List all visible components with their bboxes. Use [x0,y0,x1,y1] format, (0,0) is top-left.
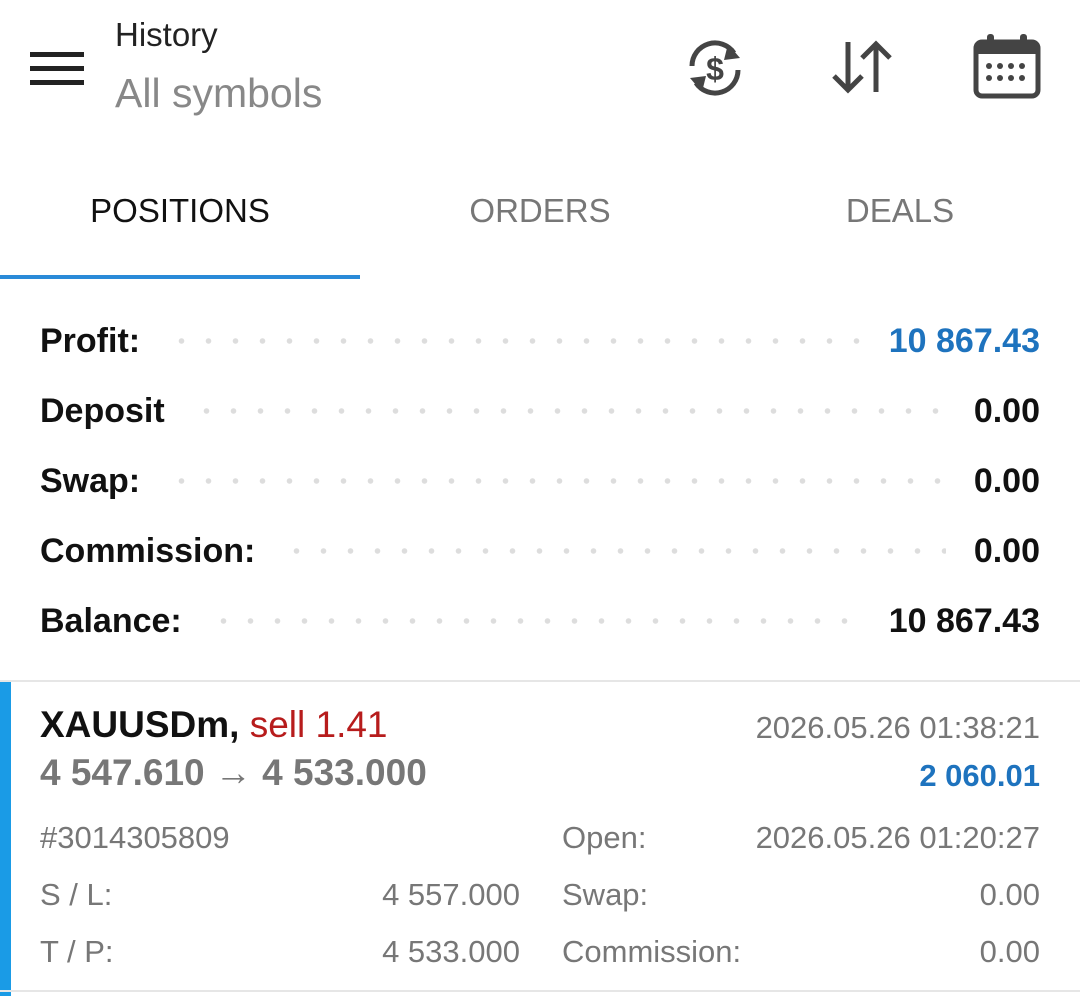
dots [283,548,946,554]
svg-text:$: $ [706,51,724,87]
tab-indicator [0,275,360,279]
separator [0,990,1080,992]
summary-label: Swap: [40,461,141,500]
tab-deals[interactable]: DEALS [845,192,955,229]
tp-label: T / P: [40,934,114,969]
ticket: #3014305809 [40,820,230,855]
summary-row: Swap: 0.00 [40,456,1040,506]
summary-label: Deposit [40,391,165,430]
close-price: 4 533.000 [262,752,427,793]
summary-label: Commission: [40,531,256,570]
position-title: XAUUSDm, sell 1.41 [40,704,388,746]
dots [209,618,861,624]
summary-row: Balance: 10 867.43 [40,596,1040,646]
dots [192,408,946,414]
summary-label: Profit: [40,321,141,360]
tab-orders[interactable]: ORDERS [469,192,611,229]
summary-row: Commission: 0.00 [40,526,1040,576]
tp-value: 4 533.000 [382,934,520,969]
currency-icon[interactable]: $ [684,38,746,98]
summary-row: Profit: 10 867.43 [40,316,1040,366]
price-line: 4 547.610 → 4 533.000 [40,752,427,794]
symbol: XAUUSDm, [40,704,240,745]
swap-value: 0.00 [979,877,1040,912]
summary-value: 0.00 [973,531,1040,570]
position-profit: 2 060.01 [919,758,1040,793]
symbol-filter[interactable]: All symbols [115,70,323,116]
sort-icon[interactable] [830,40,894,94]
menu-button[interactable] [30,52,84,86]
summary-value: 0.00 [973,461,1040,500]
close-time: 2026.05.26 01:38:21 [755,710,1040,745]
sl-value: 4 557.000 [382,877,520,912]
summary-value: 10 867.43 [888,601,1040,640]
sl-label: S / L: [40,877,113,912]
summary-row: Deposit 0.00 [40,386,1040,436]
swap-label: Swap: [562,877,649,912]
open-time: 2026.05.26 01:20:27 [755,820,1040,855]
separator [0,680,1080,682]
commission-label: Commission: [562,934,742,969]
calendar-icon[interactable] [973,32,1041,100]
dots [168,338,861,344]
tab-positions[interactable]: POSITIONS [90,192,270,229]
summary-value: 0.00 [973,391,1040,430]
summary-label: Balance: [40,601,182,640]
summary-value: 10 867.43 [888,321,1040,360]
commission-value: 0.00 [979,934,1040,969]
open-price: 4 547.610 [40,752,205,793]
side-volume: sell 1.41 [249,704,388,745]
open-label: Open: [562,820,647,855]
dots [168,478,946,484]
position-marker [0,682,11,996]
arrow: → [214,752,252,793]
screen-title: History [115,16,218,53]
